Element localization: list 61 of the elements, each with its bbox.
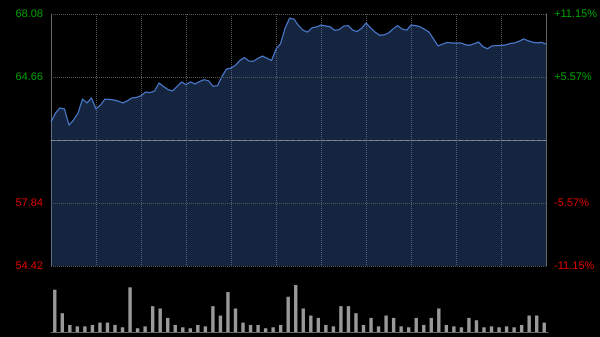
bar — [174, 324, 177, 332]
y-tick-label: 68.08 — [15, 8, 43, 20]
bar — [76, 326, 80, 332]
bar — [527, 316, 531, 332]
bar — [430, 318, 433, 332]
bar — [384, 316, 388, 332]
bar — [166, 318, 170, 332]
y2-tick-label: -11.15% — [554, 260, 594, 272]
bar — [83, 326, 87, 332]
bar — [309, 316, 312, 332]
bar — [376, 326, 380, 332]
bar — [136, 328, 140, 332]
bar — [332, 326, 336, 332]
bar — [302, 308, 305, 332]
bar — [143, 326, 147, 332]
bar — [437, 308, 441, 332]
bar — [158, 308, 162, 332]
bar — [241, 322, 245, 332]
bar — [68, 324, 72, 332]
bar — [339, 306, 343, 332]
bar — [467, 318, 471, 332]
bar — [414, 318, 418, 332]
bar — [512, 327, 516, 332]
y2-tick-label: +5.57% — [554, 71, 592, 84]
bar — [218, 316, 222, 332]
y2-tick-label: -5.57% — [554, 196, 590, 209]
bar — [90, 324, 94, 332]
bar — [406, 327, 410, 332]
bar — [181, 327, 184, 332]
bar — [106, 322, 110, 332]
bar — [271, 327, 275, 332]
bar — [460, 327, 464, 332]
bar — [542, 322, 546, 332]
bar — [399, 326, 403, 332]
bar — [316, 318, 320, 332]
y2-tick-label: +11.15% — [554, 8, 598, 20]
bar — [98, 322, 102, 332]
bar — [204, 326, 208, 332]
bar — [256, 324, 260, 332]
bar — [196, 324, 200, 332]
bar — [278, 324, 282, 332]
y-tick-label: 54.42 — [15, 260, 43, 272]
bar — [128, 287, 132, 332]
bar — [324, 324, 328, 332]
bar — [60, 313, 64, 332]
bar — [188, 328, 192, 332]
bar — [264, 328, 268, 332]
bar — [53, 290, 56, 332]
bar — [150, 306, 154, 332]
bar — [452, 326, 456, 332]
bar — [520, 324, 524, 332]
bar — [392, 318, 396, 332]
y-tick-label: 57.84 — [15, 196, 43, 209]
bar — [286, 296, 290, 332]
bar — [294, 285, 298, 332]
bar — [535, 316, 538, 332]
bar — [211, 306, 215, 332]
bar — [444, 324, 448, 332]
y-tick-label: 64.66 — [15, 71, 43, 84]
bar — [504, 326, 508, 332]
bar — [422, 324, 426, 332]
